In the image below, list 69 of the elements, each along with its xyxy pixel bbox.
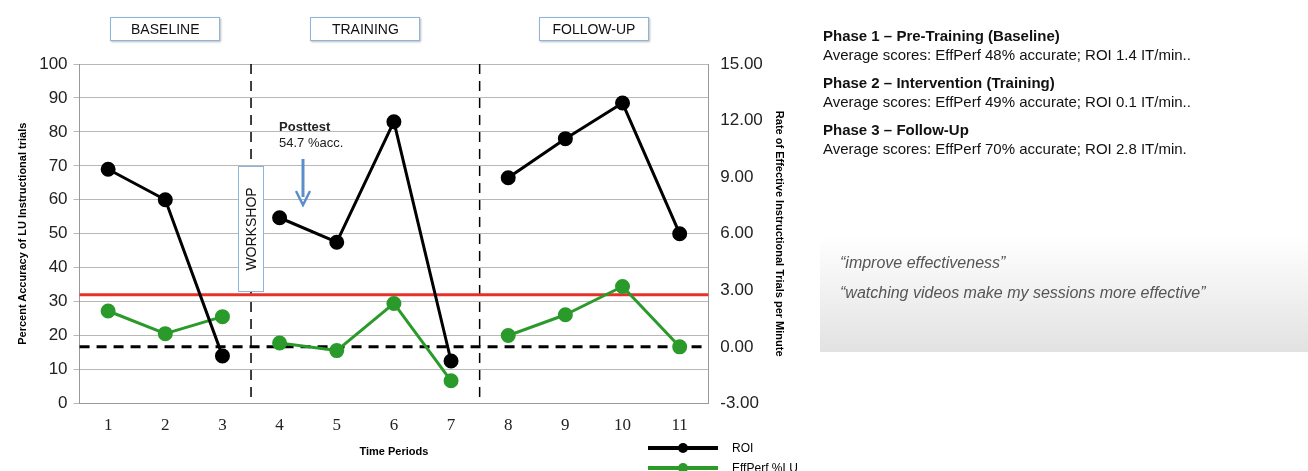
label-box: BASELINE bbox=[110, 17, 221, 41]
point bbox=[672, 226, 688, 242]
x-axis-title: Time Periods bbox=[359, 445, 429, 458]
point bbox=[157, 326, 173, 342]
point bbox=[386, 114, 402, 130]
text: Phase 1 – Pre-Training (Baseline) bbox=[823, 26, 1061, 45]
y2-tick-label: 6.00 bbox=[720, 223, 754, 243]
point bbox=[500, 328, 516, 344]
y-tick-label: 80 bbox=[48, 121, 68, 141]
y-tick-label: 30 bbox=[48, 291, 68, 311]
point bbox=[672, 339, 688, 355]
x-tick-label: 9 bbox=[561, 415, 570, 435]
text: Phase 3 – Follow-Up bbox=[823, 120, 970, 139]
ref-line-label: WORKSHOP bbox=[243, 187, 260, 271]
text: ROI bbox=[732, 441, 754, 455]
x-tick-label: 11 bbox=[671, 415, 688, 435]
x-tick-label: 1 bbox=[103, 415, 113, 435]
y-tick-label: 50 bbox=[48, 223, 68, 243]
y-tick-label: 90 bbox=[48, 87, 68, 107]
y-tick-label: 0 bbox=[58, 393, 68, 413]
y2-tick-label: 15.00 bbox=[720, 53, 763, 73]
y2-axis-title: Rate of Effective Instructional Trials per Minute bbox=[774, 110, 787, 357]
point bbox=[386, 295, 402, 311]
point bbox=[500, 170, 516, 186]
y-tick-label: 10 bbox=[48, 359, 68, 379]
y2-tick-label: 12.00 bbox=[720, 110, 763, 130]
x-tick-label: 6 bbox=[389, 415, 399, 435]
annotation: Posttest 54.7 %acc. bbox=[279, 119, 344, 151]
text: “watching videos make my sessions more effective” bbox=[840, 284, 1207, 302]
y-tick-label: 60 bbox=[48, 189, 68, 209]
point bbox=[214, 309, 230, 325]
point bbox=[615, 95, 631, 111]
x-tick-label: 7 bbox=[446, 415, 456, 435]
point bbox=[100, 161, 116, 177]
text: Average scores: EffPerf 48% accurate; ROI 1.4 IT/min.. bbox=[823, 45, 1192, 64]
text: Average scores: EffPerf 49% accurate; ROI 0.1 IT/min.. bbox=[823, 92, 1192, 111]
point bbox=[100, 303, 116, 319]
x-tick-label: 2 bbox=[161, 415, 170, 435]
x-tick-label: 5 bbox=[332, 415, 342, 435]
point bbox=[557, 131, 573, 147]
text: Phase 2 – Intervention (Training) bbox=[823, 73, 1056, 92]
y2-tick-label: 9.00 bbox=[720, 166, 754, 186]
y2-tick-label: 3.00 bbox=[720, 279, 754, 299]
point bbox=[329, 343, 345, 359]
label-box: WORKSHOP bbox=[238, 165, 264, 292]
y-tick-label: 70 bbox=[48, 155, 68, 175]
point bbox=[272, 210, 288, 226]
x-tick-label: 8 bbox=[503, 415, 513, 435]
y-tick-label: 40 bbox=[48, 257, 68, 277]
point bbox=[329, 234, 345, 250]
point bbox=[272, 335, 288, 351]
x-tick-label: 4 bbox=[275, 415, 285, 435]
label-box: FOLLOW-UP bbox=[538, 17, 649, 41]
label-box: TRAINING bbox=[310, 17, 421, 41]
point bbox=[615, 279, 631, 294]
y-tick-label: 20 bbox=[48, 325, 68, 345]
y-tick-label: 100 bbox=[39, 53, 68, 73]
point bbox=[214, 348, 230, 364]
y2-tick-label: 0.00 bbox=[720, 336, 754, 356]
y2-tick-label: -3.00 bbox=[720, 393, 760, 413]
point bbox=[157, 192, 173, 208]
point bbox=[557, 307, 573, 323]
y-axis-title: Percent Accuracy of LU Instructional trials bbox=[15, 122, 28, 345]
point bbox=[443, 373, 459, 389]
text: “improve effectiveness” bbox=[840, 254, 1007, 272]
point bbox=[443, 353, 459, 369]
text: Average scores: EffPerf 70% accurate; ROI 2.8 IT/min. bbox=[823, 139, 1188, 158]
x-tick-label: 3 bbox=[218, 415, 227, 435]
x-tick-label: 10 bbox=[614, 415, 632, 435]
